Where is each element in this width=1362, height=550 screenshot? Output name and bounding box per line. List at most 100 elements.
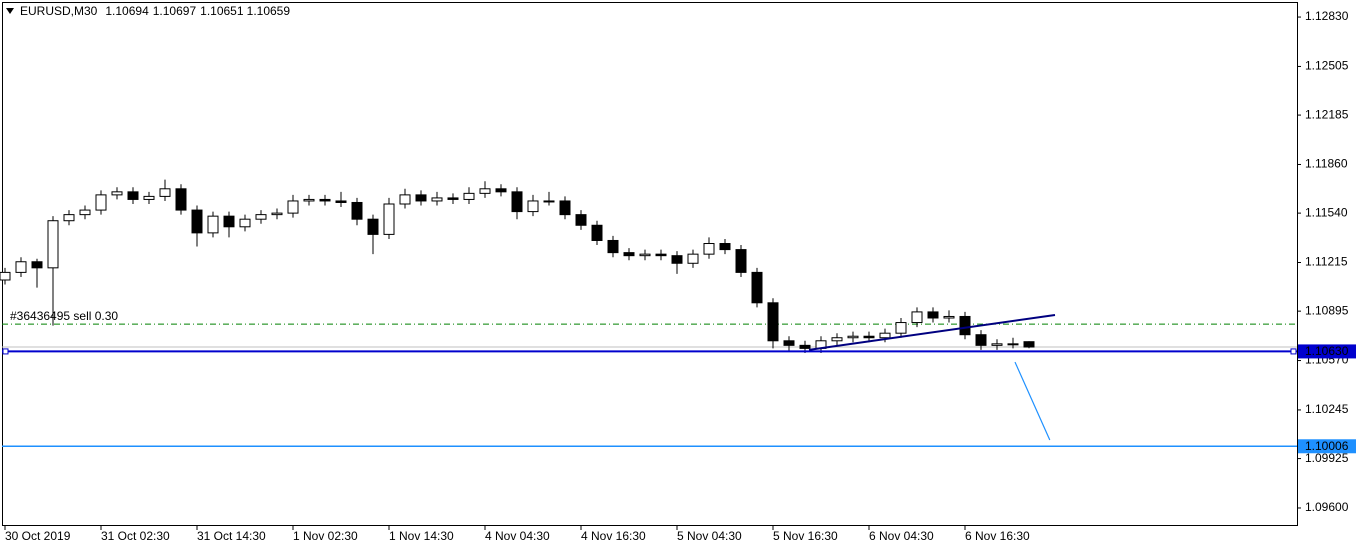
candle-body: [1023, 341, 1035, 348]
candle-body: [95, 194, 107, 211]
candle-body: [383, 203, 395, 235]
candle-body: [527, 200, 539, 213]
candle-body: [463, 192, 475, 200]
candle-body: [351, 201, 363, 220]
level-handle: [2, 348, 9, 355]
y-tick-label: 1.12185: [1305, 107, 1349, 121]
x-tick-label: 4 Nov 04:30: [485, 529, 550, 543]
x-tick-label: 1 Nov 14:30: [389, 529, 454, 543]
y-tick-label: 1.11540: [1305, 205, 1348, 219]
candle-body: [79, 209, 91, 216]
x-tick-label: 6 Nov 04:30: [869, 529, 934, 543]
candle-body: [847, 335, 859, 339]
trend-line: [808, 313, 1056, 351]
y-tick-label: 1.11215: [1305, 255, 1348, 269]
candle-body: [0, 271, 11, 281]
candle-body: [703, 243, 715, 255]
candle-body: [559, 200, 571, 216]
price-label: 1.10630: [1305, 344, 1349, 358]
last-high: 1.10697: [153, 4, 197, 18]
candle-body: [767, 302, 779, 342]
candle-body: [831, 337, 843, 342]
candle-body: [159, 188, 171, 197]
x-tick-label: 31 Oct 02:30: [101, 529, 170, 543]
candle-body: [495, 188, 507, 193]
y-tick-label: 1.10895: [1305, 303, 1349, 317]
candle-body: [223, 215, 235, 228]
candle-body: [991, 343, 1003, 346]
candle-body: [879, 332, 891, 339]
last-open: 1.10694: [105, 4, 149, 18]
candle-body: [191, 209, 203, 234]
candle-body: [111, 191, 123, 196]
candle-body: [127, 191, 139, 200]
candle-body: [575, 214, 587, 226]
y-tick-label: 1.12830: [1305, 9, 1349, 23]
price-label: 1.10006: [1305, 439, 1349, 453]
candle-body: [655, 253, 667, 257]
trend-line: [1014, 361, 1051, 441]
candle-body: [239, 218, 251, 228]
candle-body: [431, 197, 443, 202]
order-label: #36436495 sell 0.30: [10, 309, 118, 323]
candle-body: [687, 253, 699, 264]
candle-body: [1007, 343, 1019, 346]
x-tick-label: 6 Nov 16:30: [965, 529, 1030, 543]
candle-body: [975, 334, 987, 346]
price-label-box: [1298, 439, 1356, 454]
candle-body: [911, 311, 923, 324]
candle-body: [591, 224, 603, 241]
candle-body: [959, 315, 971, 336]
candle-body: [543, 200, 555, 203]
candle-body: [895, 322, 907, 334]
y-tick-label: 1.10245: [1305, 402, 1349, 416]
candle-body: [207, 215, 219, 234]
y-tick-label: 1.11860: [1305, 157, 1348, 171]
candle-body: [799, 344, 811, 349]
price-label-box: [1298, 344, 1356, 359]
candle-body: [863, 335, 875, 339]
candle-body: [735, 249, 747, 273]
candle-body: [719, 243, 731, 251]
candle-body: [15, 261, 27, 273]
candle-body: [31, 261, 43, 269]
last-close: 1.10659: [247, 4, 291, 18]
candle-body: [287, 200, 299, 214]
candle-body: [367, 218, 379, 235]
candle-body: [47, 220, 59, 269]
candle-body: [671, 255, 683, 264]
menu-arrow[interactable]: [6, 8, 14, 14]
plot-frame: [2, 2, 1298, 526]
level-handle: [1290, 348, 1297, 355]
candle-body: [447, 197, 459, 200]
candle-body: [143, 195, 155, 200]
chart-title: EURUSD,M30: [20, 4, 98, 18]
candle-body: [479, 188, 491, 194]
candle-body: [783, 340, 795, 346]
x-tick-label: 1 Nov 02:30: [293, 529, 358, 543]
candle-body: [607, 239, 619, 254]
candle-body: [927, 311, 939, 319]
y-tick-label: 1.09925: [1305, 451, 1349, 465]
candle-body: [639, 253, 651, 257]
candle-body: [943, 315, 955, 319]
candle-body: [399, 194, 411, 205]
x-tick-label: 5 Nov 16:30: [773, 529, 838, 543]
x-tick-label: 31 Oct 14:30: [197, 529, 266, 543]
candle-body: [303, 198, 315, 202]
candle-body: [623, 252, 635, 257]
candle-body: [335, 200, 347, 203]
candle-body: [175, 188, 187, 211]
chart-header: EURUSD,M30 1.10694 1.10697 1.10651 1.10659: [20, 4, 290, 18]
candle-body: [751, 271, 763, 304]
candle-body: [255, 214, 267, 220]
last-low: 1.10651: [200, 4, 244, 18]
candle-body: [319, 198, 331, 202]
y-tick-label: 1.09600: [1305, 500, 1349, 514]
x-tick-label: 5 Nov 04:30: [677, 529, 742, 543]
x-tick-label: 4 Nov 16:30: [581, 529, 646, 543]
candle-body: [415, 194, 427, 202]
y-tick-label: 1.12505: [1305, 59, 1349, 73]
candle-body: [271, 212, 283, 216]
